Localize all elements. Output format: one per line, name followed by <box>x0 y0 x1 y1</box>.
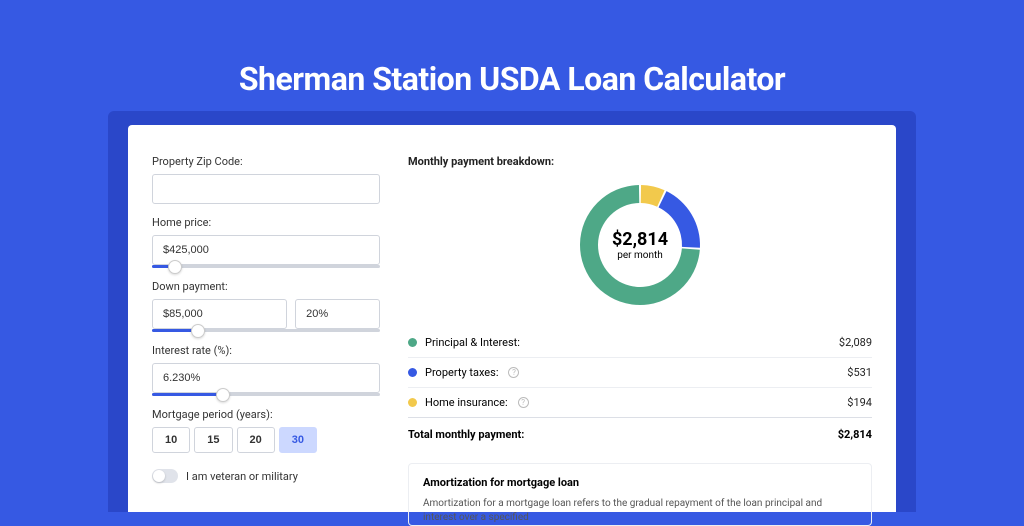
slider-fill <box>152 393 223 396</box>
amortization-box: Amortization for mortgage loan Amortizat… <box>408 463 872 526</box>
info-icon[interactable]: ? <box>508 367 519 378</box>
series-dot <box>408 338 417 347</box>
down-payment-slider[interactable] <box>152 329 380 332</box>
donut-chart: $2,814 per month <box>575 180 705 310</box>
calculator-card: Property Zip Code: Home price: Down paym… <box>128 125 896 512</box>
form-column: Property Zip Code: Home price: Down paym… <box>128 125 400 512</box>
series-dot <box>408 398 417 407</box>
breakdown-value: $194 <box>847 396 872 409</box>
interest-rate-label: Interest rate (%): <box>152 344 380 357</box>
period-btn-20[interactable]: 20 <box>237 427 275 453</box>
down-payment-label: Down payment: <box>152 280 380 293</box>
donut-sub: per month <box>617 250 663 261</box>
breakdown-column: Monthly payment breakdown: $2,814 per mo… <box>400 125 896 512</box>
breakdown-label: Principal & Interest: <box>425 336 520 349</box>
interest-rate-slider[interactable] <box>152 393 380 396</box>
veteran-label: I am veteran or military <box>186 470 298 483</box>
veteran-toggle[interactable] <box>152 469 178 483</box>
donut-wrap: $2,814 per month <box>408 180 872 310</box>
series-dot <box>408 368 417 377</box>
slider-thumb[interactable] <box>168 260 182 274</box>
amortization-title: Amortization for mortgage loan <box>423 476 857 489</box>
info-icon[interactable]: ? <box>518 397 529 408</box>
slider-thumb[interactable] <box>216 388 230 402</box>
breakdown-label: Property taxes: <box>425 366 498 379</box>
toggle-knob <box>153 470 165 482</box>
zip-group: Property Zip Code: <box>152 155 380 204</box>
home-price-group: Home price: <box>152 216 380 268</box>
breakdown-label: Home insurance: <box>425 396 508 409</box>
total-value: $2,814 <box>838 428 872 441</box>
mortgage-period-label: Mortgage period (years): <box>152 408 380 421</box>
veteran-row: I am veteran or military <box>152 469 380 483</box>
donut-amount: $2,814 <box>612 229 668 250</box>
interest-rate-group: Interest rate (%): <box>152 344 380 396</box>
home-price-input[interactable] <box>152 235 380 265</box>
slider-thumb[interactable] <box>191 324 205 338</box>
amortization-text: Amortization for a mortgage loan refers … <box>423 497 857 525</box>
period-btn-30[interactable]: 30 <box>279 427 317 453</box>
period-btn-10[interactable]: 10 <box>152 427 190 453</box>
period-btn-15[interactable]: 15 <box>194 427 232 453</box>
period-buttons: 10152030 <box>152 427 380 453</box>
breakdown-value: $531 <box>847 366 872 379</box>
interest-rate-input[interactable] <box>152 363 380 393</box>
down-payment-group: Down payment: <box>152 280 380 332</box>
breakdown-heading: Monthly payment breakdown: <box>408 155 872 168</box>
home-price-label: Home price: <box>152 216 380 229</box>
total-row: Total monthly payment: $2,814 <box>408 418 872 455</box>
breakdown-value: $2,089 <box>839 336 872 349</box>
zip-input[interactable] <box>152 174 380 204</box>
down-payment-pct-input[interactable] <box>295 299 380 329</box>
total-label: Total monthly payment: <box>408 428 524 441</box>
home-price-slider[interactable] <box>152 265 380 268</box>
zip-label: Property Zip Code: <box>152 155 380 168</box>
breakdown-rows: Principal & Interest: $2,089 Property taxe… <box>408 328 872 418</box>
page-title: Sherman Station USDA Loan Calculator <box>0 0 1024 126</box>
breakdown-row: Principal & Interest: $2,089 <box>408 328 872 358</box>
breakdown-row: Property taxes:? $531 <box>408 358 872 388</box>
down-payment-input[interactable] <box>152 299 287 329</box>
mortgage-period-group: Mortgage period (years): 10152030 <box>152 408 380 453</box>
breakdown-row: Home insurance:? $194 <box>408 388 872 418</box>
